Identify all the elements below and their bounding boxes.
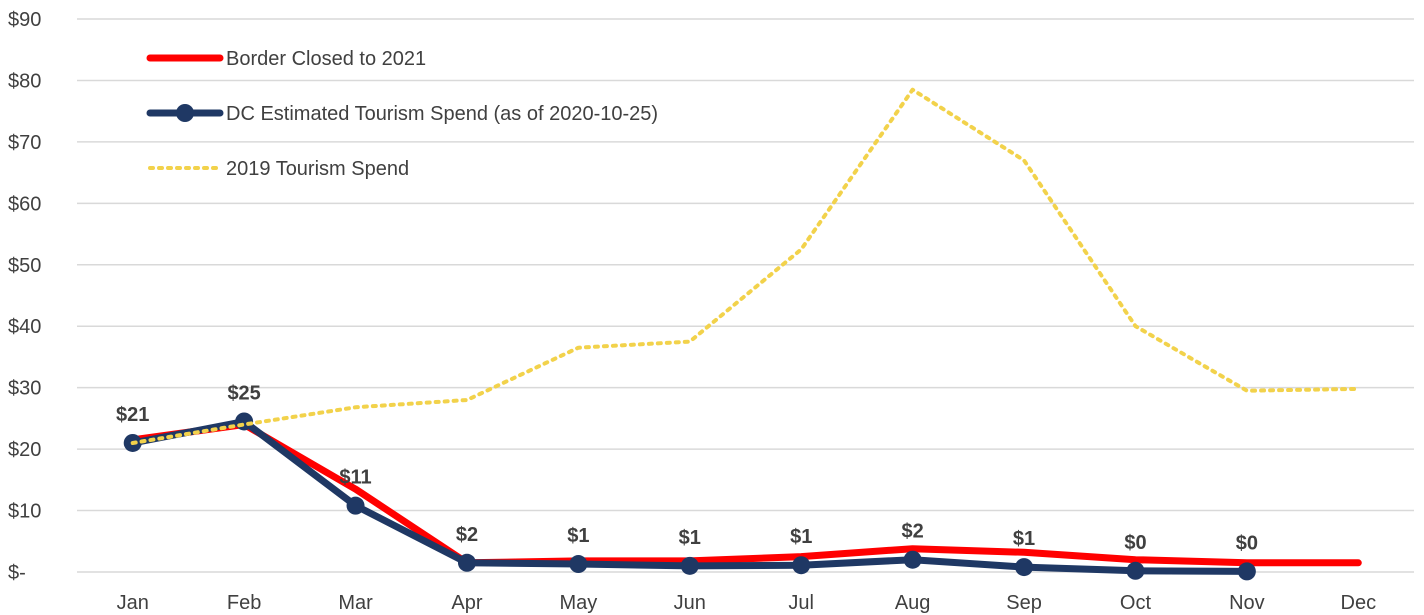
- series-point: [1237, 562, 1256, 581]
- series-point: [792, 556, 811, 575]
- series-point: [1015, 558, 1034, 577]
- y-tick-label: $70: [8, 132, 41, 154]
- series-line-1: [129, 418, 1251, 575]
- series-point: [457, 553, 476, 572]
- series-point: [235, 412, 254, 431]
- series-layer: [123, 87, 1362, 581]
- x-tick-label: Jul: [788, 592, 814, 614]
- y-tick-label: $90: [8, 9, 41, 31]
- x-tick-label: Oct: [1120, 592, 1152, 614]
- y-tick-label: $20: [8, 439, 41, 461]
- x-tick-label: Dec: [1341, 592, 1377, 614]
- series-point: [569, 555, 588, 574]
- data-label: $1: [679, 527, 701, 549]
- gridlines: [77, 18, 1414, 573]
- data-label: $1: [790, 526, 812, 548]
- y-axis: $- $10 $20 $30 $40 $50 $60 $70 $80 $90: [8, 9, 41, 584]
- series-line-2: [130, 87, 1361, 445]
- x-tick-label: Jun: [674, 592, 706, 614]
- y-tick-label: $80: [8, 70, 41, 92]
- series-point: [1126, 561, 1145, 580]
- legend: Border Closed to 2021 DC Estimated Touris…: [146, 48, 658, 180]
- legend-label: 2019 Tourism Spend: [226, 158, 409, 180]
- x-tick-label: Apr: [451, 592, 482, 614]
- x-tick-label: Feb: [227, 592, 261, 614]
- y-tick-label: $30: [8, 378, 41, 400]
- data-label: $2: [456, 524, 478, 546]
- y-tick-label: $40: [8, 316, 41, 338]
- legend-label: Border Closed to 2021: [226, 48, 426, 70]
- data-label: $1: [1013, 528, 1035, 550]
- x-tick-label: May: [559, 592, 597, 614]
- x-axis: Jan Feb Mar Apr May Jun Jul Aug Sep Oct Nov Dec: [117, 592, 1376, 614]
- legend-label: DC Estimated Tourism Spend (as of 2020-1…: [226, 103, 658, 125]
- y-tick-label: $50: [8, 255, 41, 277]
- y-tick-label: $60: [8, 193, 41, 215]
- data-label: $0: [1236, 532, 1258, 554]
- x-tick-label: Jan: [117, 592, 149, 614]
- x-tick-label: Sep: [1006, 592, 1042, 614]
- data-label: $2: [902, 521, 924, 543]
- series-line-0: [129, 421, 1362, 567]
- data-labels: $21 $25 $11 $2 $1 $1 $1 $2 $1 $0 $0: [116, 382, 1258, 554]
- data-label: $11: [339, 467, 371, 489]
- x-tick-label: Nov: [1229, 592, 1265, 614]
- y-tick-label: $10: [8, 501, 41, 523]
- legend-marker: [176, 104, 194, 122]
- x-tick-label: Mar: [338, 592, 373, 614]
- y-tick-label: $-: [8, 562, 26, 584]
- series-point: [346, 496, 365, 515]
- series-point: [903, 550, 922, 569]
- data-label: $25: [227, 382, 260, 404]
- data-label: $21: [116, 404, 149, 426]
- series-point: [680, 556, 699, 575]
- data-label: $0: [1124, 532, 1146, 554]
- data-label: $1: [567, 525, 589, 547]
- x-tick-label: Aug: [895, 592, 931, 614]
